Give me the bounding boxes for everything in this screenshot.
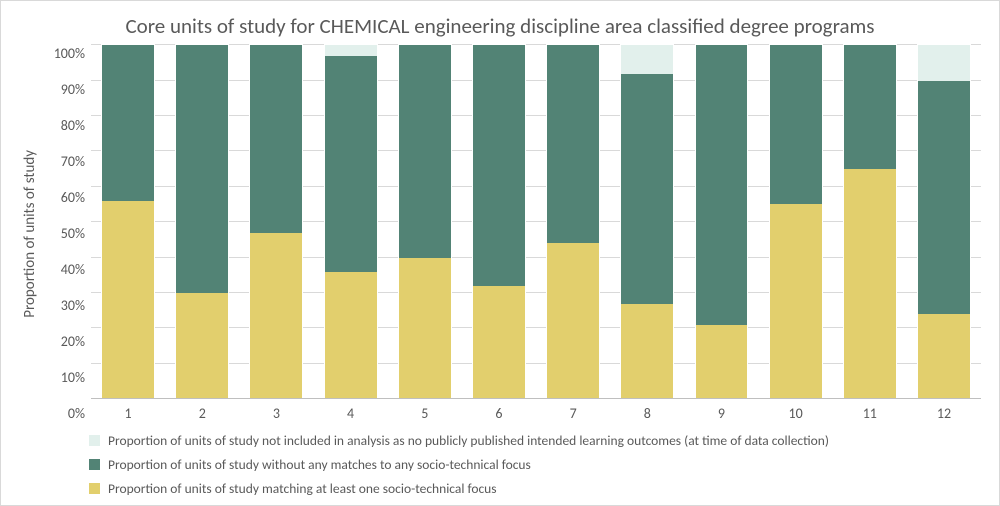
- y-tick-label: 60%: [41, 189, 85, 206]
- y-tick-label: 10%: [41, 369, 85, 386]
- bar-slot: [165, 45, 239, 399]
- y-tick-label: 40%: [41, 261, 85, 278]
- bar-segment-not_included: [918, 45, 970, 80]
- legend-label: Proportion of units of study not include…: [108, 432, 829, 449]
- stacked-bar: [325, 45, 377, 399]
- bar-segment-not_included: [621, 45, 673, 73]
- bar-slot: [833, 45, 907, 399]
- stacked-bar: [696, 45, 748, 399]
- legend-item-matching: Proportion of units of study matching at…: [89, 480, 977, 497]
- stacked-bar: [176, 45, 228, 399]
- y-axis-labels: 100% 90% 80% 70% 60% 50% 40% 30% 20% 10% 0%: [41, 45, 91, 422]
- bar-segment-matching: [696, 325, 748, 399]
- y-axis-title: Proportion of units of study: [19, 150, 41, 318]
- bar-segment-matching: [621, 304, 673, 400]
- bar-slot: [388, 45, 462, 399]
- bar-segment-not_included: [325, 45, 377, 56]
- bar-slot: [684, 45, 758, 399]
- plot-area: [91, 45, 981, 399]
- bar-segment-without_match: [325, 56, 377, 272]
- x-tick-label: 9: [684, 405, 758, 422]
- y-tick-label: 70%: [41, 153, 85, 170]
- stacked-bar: [547, 45, 599, 399]
- x-tick-label: 11: [833, 405, 907, 422]
- chart-frame: Core units of study for CHEMICAL enginee…: [0, 0, 1000, 506]
- x-tick-label: 1: [91, 405, 165, 422]
- bar-slot: [759, 45, 833, 399]
- y-tick-label: 80%: [41, 117, 85, 134]
- bars-container: [91, 45, 981, 399]
- bar-slot: [314, 45, 388, 399]
- y-tick-label: 50%: [41, 225, 85, 242]
- x-tick-label: 8: [610, 405, 684, 422]
- chart-title: Core units of study for CHEMICAL enginee…: [59, 13, 941, 39]
- bar-segment-without_match: [770, 45, 822, 204]
- stacked-bar: [399, 45, 451, 399]
- bar-segment-matching: [844, 169, 896, 399]
- x-tick-label: 10: [759, 405, 833, 422]
- plot-row: Proportion of units of study 100%90%80%7…: [19, 45, 981, 422]
- x-axis: 123456789101112: [91, 399, 981, 422]
- bar-slot: [239, 45, 313, 399]
- y-tick-label: 20%: [41, 333, 85, 350]
- bar-slot: [462, 45, 536, 399]
- x-tick-label: 12: [907, 405, 981, 422]
- bar-segment-matching: [473, 286, 525, 399]
- stacked-bar: [250, 45, 302, 399]
- bar-segment-without_match: [473, 45, 525, 286]
- y-tick-label: 90%: [41, 81, 85, 98]
- x-baseline: [91, 398, 981, 399]
- bar-slot: [536, 45, 610, 399]
- stacked-bar: [770, 45, 822, 399]
- stacked-bar: [473, 45, 525, 399]
- bar-segment-without_match: [547, 45, 599, 243]
- y-tick-label: 0%: [41, 405, 85, 422]
- stacked-bar: [621, 45, 673, 399]
- bar-segment-matching: [176, 293, 228, 399]
- legend-label: Proportion of units of study without any…: [108, 456, 531, 473]
- stacked-bar: [844, 45, 896, 399]
- bar-slot: [907, 45, 981, 399]
- x-tick-label: 5: [388, 405, 462, 422]
- stacked-bar: [918, 45, 970, 399]
- legend-item-not_included: Proportion of units of study not include…: [89, 432, 977, 449]
- bar-segment-without_match: [844, 45, 896, 169]
- y-tick-label: 100%: [41, 45, 85, 62]
- legend-swatch: [89, 435, 100, 446]
- legend-swatch: [89, 459, 100, 470]
- bar-segment-matching: [102, 201, 154, 399]
- legend-item-without_match: Proportion of units of study without any…: [89, 456, 977, 473]
- bar-segment-matching: [547, 243, 599, 399]
- x-tick-label: 3: [239, 405, 313, 422]
- plot-and-x: 123456789101112: [91, 45, 981, 422]
- bar-segment-without_match: [696, 45, 748, 324]
- bar-segment-matching: [918, 314, 970, 399]
- bar-segment-without_match: [250, 45, 302, 232]
- bar-segment-without_match: [102, 45, 154, 201]
- x-tick-label: 4: [314, 405, 388, 422]
- bar-slot: [91, 45, 165, 399]
- x-tick-label: 2: [165, 405, 239, 422]
- bar-segment-matching: [399, 258, 451, 400]
- legend-label: Proportion of units of study matching at…: [108, 480, 497, 497]
- bar-segment-without_match: [621, 74, 673, 304]
- legend-swatch: [89, 483, 100, 494]
- stacked-bar: [102, 45, 154, 399]
- bar-segment-without_match: [918, 81, 970, 314]
- bar-segment-matching: [770, 204, 822, 399]
- bar-segment-matching: [325, 272, 377, 399]
- bar-segment-without_match: [399, 45, 451, 257]
- y-tick-label: 30%: [41, 297, 85, 314]
- bar-slot: [610, 45, 684, 399]
- legend: Proportion of units of study not include…: [19, 422, 981, 497]
- bar-segment-matching: [250, 233, 302, 399]
- x-tick-label: 7: [536, 405, 610, 422]
- bar-segment-without_match: [176, 45, 228, 293]
- x-tick-label: 6: [462, 405, 536, 422]
